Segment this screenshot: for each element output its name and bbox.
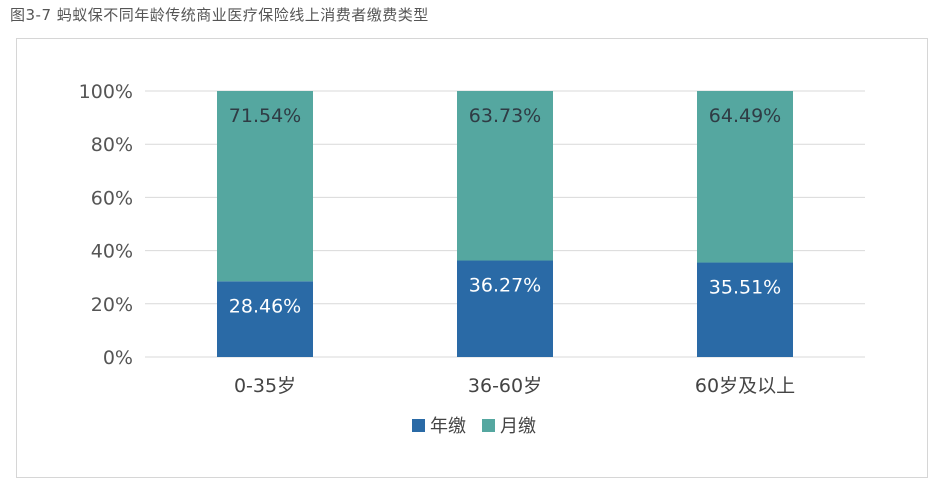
figure-caption: 图3-7 蚂蚁保不同年龄传统商业医疗保险线上消费者缴费类型 <box>10 6 429 24</box>
legend-swatch <box>412 419 425 432</box>
bar-segment <box>217 91 313 282</box>
data-label: 35.51% <box>709 277 781 299</box>
legend-swatch <box>482 419 495 432</box>
y-tick-label: 40% <box>91 241 133 263</box>
data-label: 64.49% <box>709 105 781 127</box>
y-tick-label: 20% <box>91 294 133 316</box>
legend-label: 月缴 <box>500 416 536 437</box>
data-label: 63.73% <box>469 105 541 127</box>
y-tick-label: 80% <box>91 134 133 156</box>
x-tick-label: 60岁及以上 <box>695 375 795 397</box>
bar-segment <box>697 262 793 357</box>
y-tick-label: 0% <box>103 347 133 369</box>
data-label: 36.27% <box>469 275 541 297</box>
data-label: 71.54% <box>229 105 301 127</box>
y-tick-label: 60% <box>91 187 133 209</box>
y-tick-label: 100% <box>79 81 133 103</box>
x-tick-label: 0-35岁 <box>234 375 296 397</box>
bar-segment <box>697 91 793 263</box>
data-label: 28.46% <box>229 295 301 317</box>
x-tick-label: 36-60岁 <box>468 375 542 397</box>
legend-label: 年缴 <box>430 416 466 437</box>
bar-segment <box>217 281 313 357</box>
bar-segment <box>457 260 553 357</box>
bar-segment <box>457 91 553 261</box>
